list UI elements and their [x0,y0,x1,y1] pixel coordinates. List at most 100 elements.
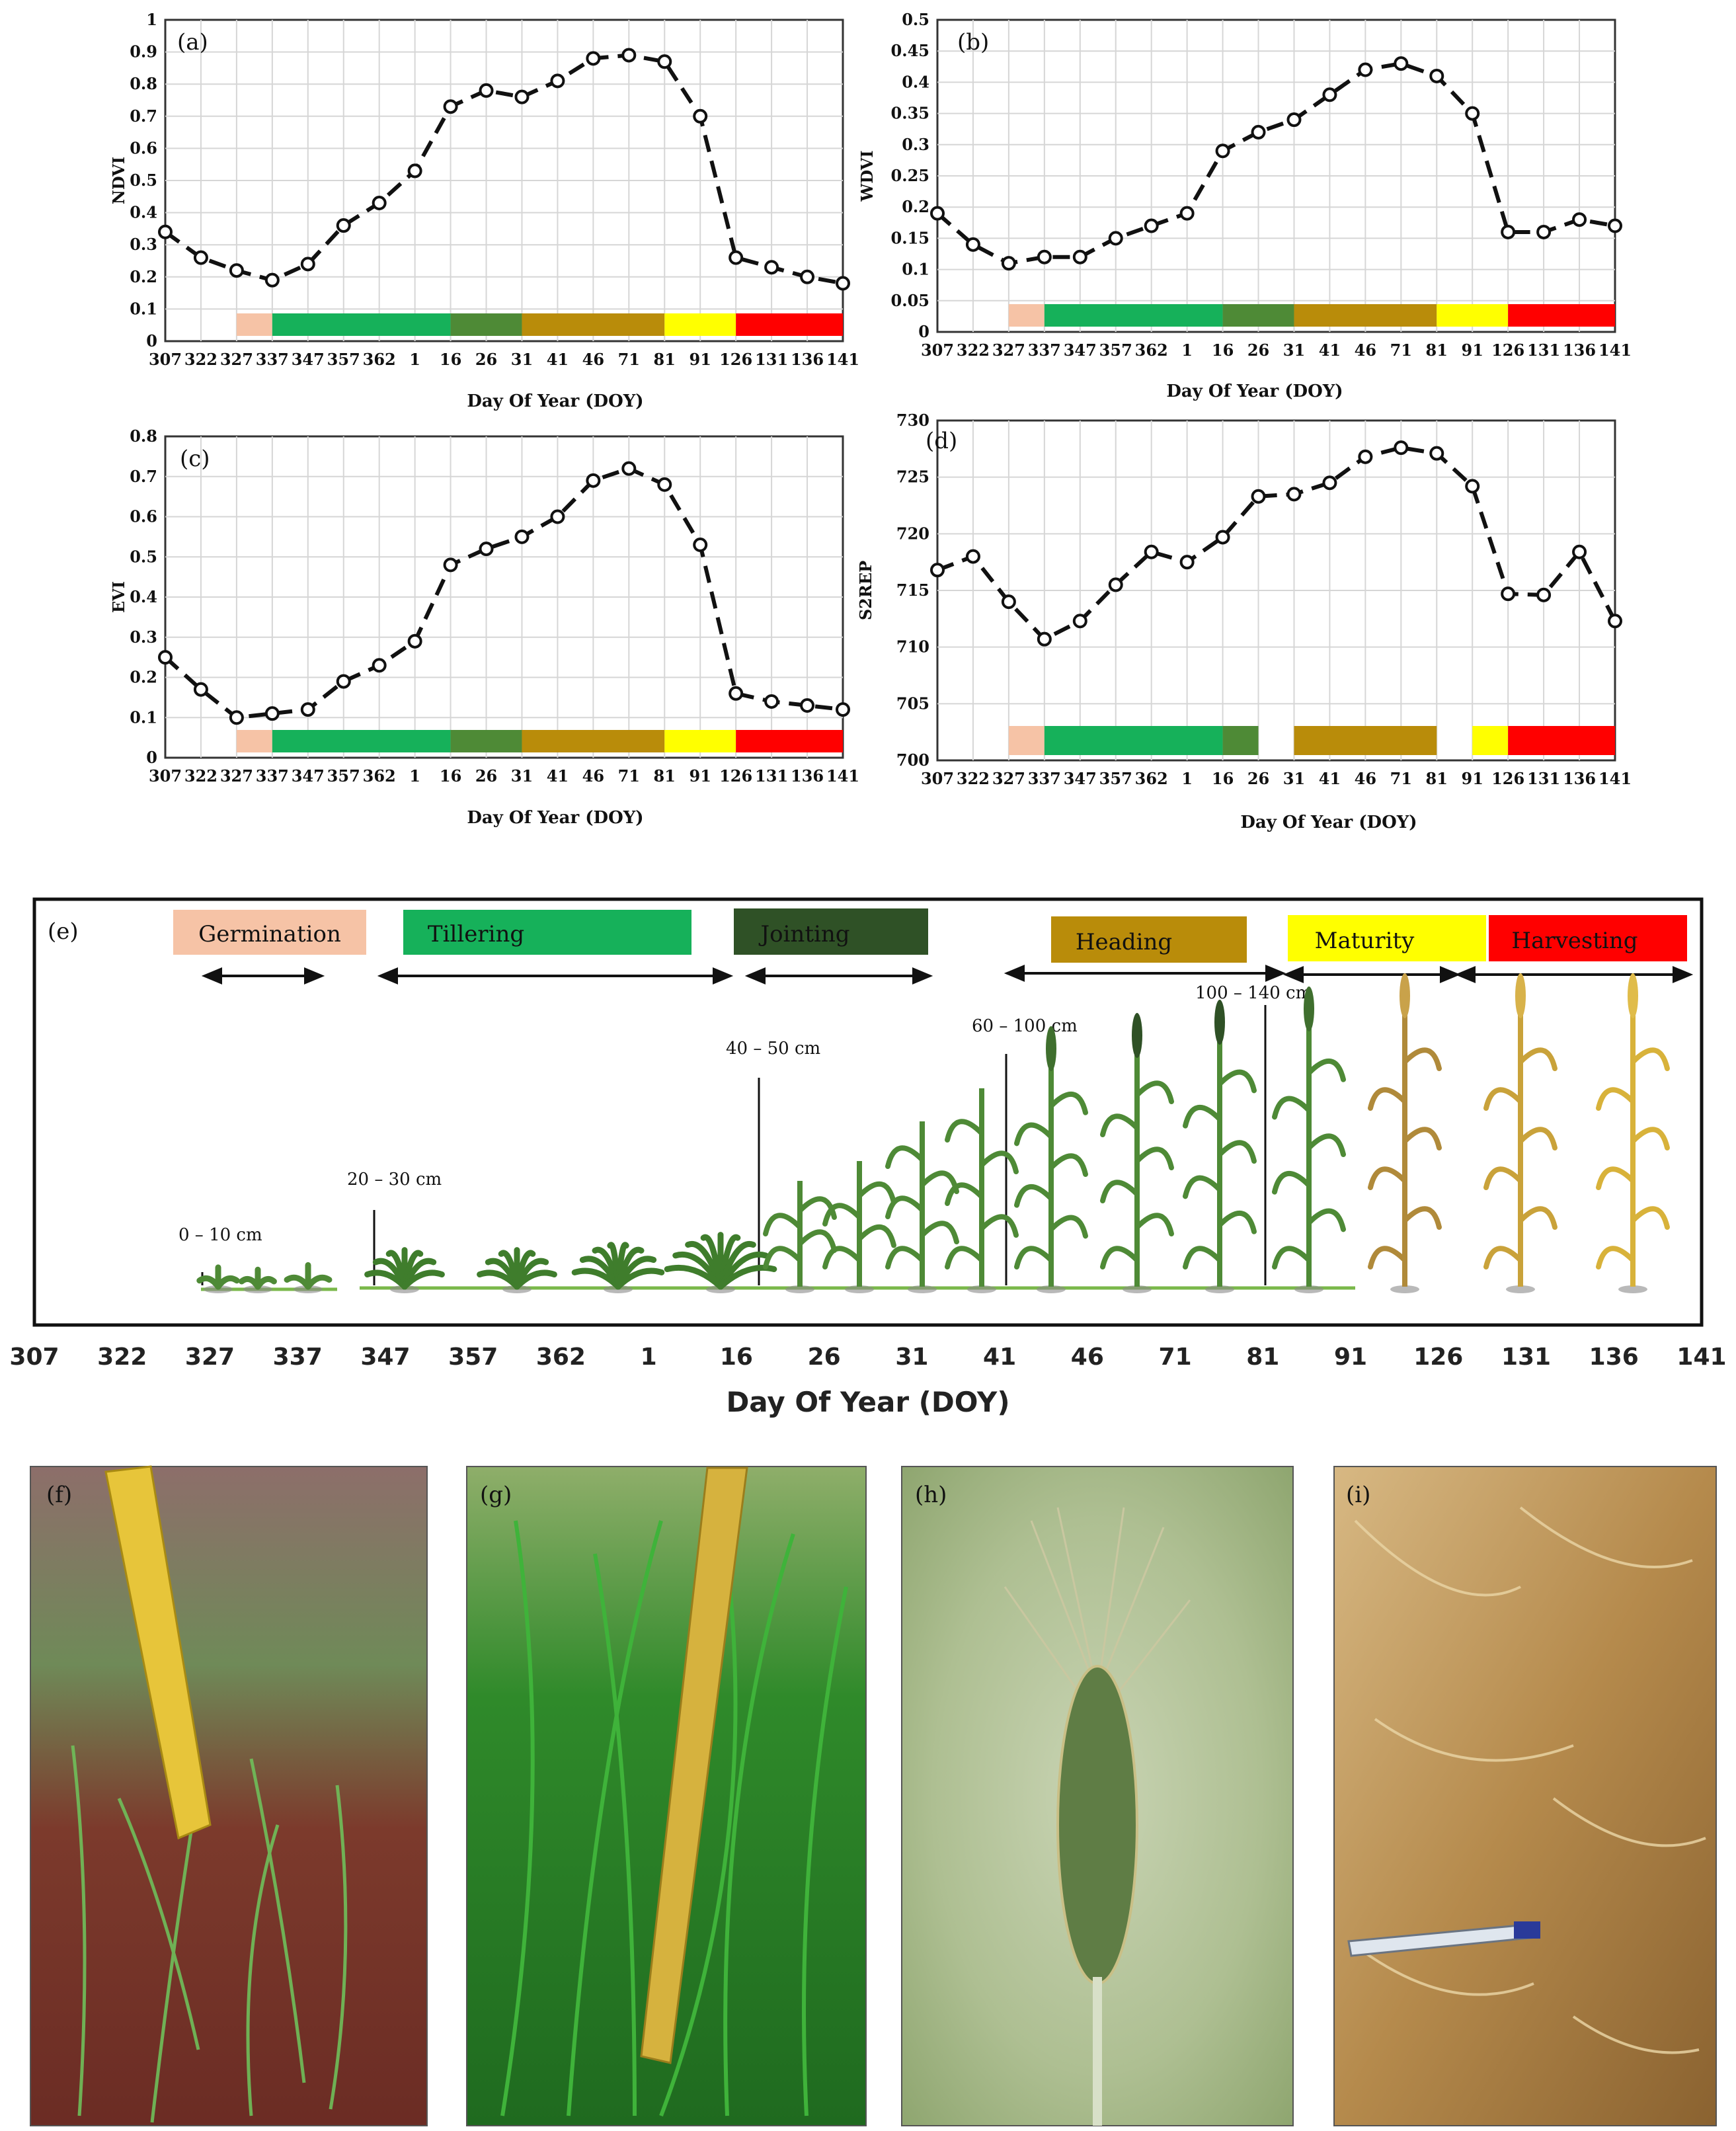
grid [937,20,1615,332]
data-point [800,698,815,713]
x-tick-label: 46 [582,350,604,369]
data-point [407,633,422,649]
y-tick-label: 0.7 [130,467,157,486]
doy-tick-label: 46 [1071,1344,1104,1371]
data-point [193,250,208,265]
height-markers [201,1005,1267,1285]
y-tick-label: 0 [146,748,157,767]
plant [1596,973,1670,1293]
x-tick-label: 71 [618,766,640,785]
stage-box-heading [1051,916,1247,963]
data-point [443,557,458,573]
data-point [550,509,565,524]
height-label-20-30: 20 – 30 cm [347,1170,442,1189]
stage-bars [1008,304,1615,327]
x-tick-label: 46 [1355,341,1376,360]
x-axis-label: Day Of Year (DOY) [1166,382,1343,401]
data-point [1501,224,1516,239]
data-point [1144,218,1159,233]
y-tick-label: 0.3 [902,135,929,154]
stage-bar-heading [522,730,665,752]
data-point [1108,577,1123,592]
ndvi-series-line [164,53,844,286]
plant [196,1264,240,1293]
plant [364,1247,445,1293]
y-tick-labels: 700 705 710 715 720 725 730 [896,411,929,770]
x-tick-label: 322 [184,766,217,785]
plant [1272,986,1346,1293]
y-axis-label: EVI [109,581,128,613]
stage-bars [236,313,843,336]
y-tick-labels: 0 0.1 0.2 0.3 0.4 0.5 0.6 0.7 0.8 [130,426,157,767]
x-tick-label: 126 [719,766,752,785]
stage-bar-harvesting [1508,304,1615,327]
data-point [965,237,980,252]
stage-bar-harvesting [736,730,843,752]
plant [1483,973,1558,1293]
x-tick-label: 126 [1491,341,1524,360]
x-tick-label: 141 [826,350,859,369]
grid [165,20,843,341]
y-tick-label: 0.1 [130,299,157,318]
x-tick-label: 16 [440,766,461,785]
x-tick-label: 136 [1563,769,1596,788]
stage-bar-tillering [1044,304,1223,327]
plant [239,1266,277,1293]
data-point [1358,62,1373,77]
diagram-frame [32,897,1704,1327]
stage-bar-germination [1008,304,1045,327]
x-tick-label: 141 [1598,341,1632,360]
growth-stage-diagram: (e) Germination Tillering Jointing Headi… [9,897,1727,1418]
x-tick-label: 141 [826,766,859,785]
doy-tick-label: 307 [9,1344,59,1371]
y-tick-label: 715 [896,581,929,600]
y-tick-label: 0.9 [130,42,157,61]
data-point [1286,487,1302,502]
doy-axis: 307 322 327 337 347 357 362 1 16 26 31 41 46 71 81 91 12… [9,1344,1726,1371]
x-tick-label: 81 [1426,341,1448,360]
x-tick-label: 71 [618,350,640,369]
y-tick-label: 0.4 [130,587,157,606]
x-tick-label: 31 [511,350,533,369]
data-point [229,710,244,725]
y-axis-label: WDVI [857,150,877,202]
data-point [693,538,708,553]
data-point [1429,68,1444,83]
panel-label-d: (d) [926,428,957,454]
stage-bar-tillering [272,730,451,752]
stage-bar-tillering [1044,726,1223,755]
x-tick-label: 327 [992,341,1025,360]
data-point [1072,249,1087,264]
chart-b-wdvi: 0 0.05 0.1 0.15 0.2 0.25 0.3 0.35 0.4 0.45 0.5 307… [857,10,1632,401]
y-tick-label: 730 [896,411,929,430]
x-tick-label: 81 [1426,769,1448,788]
data-point [836,702,850,717]
plant [1014,1026,1088,1293]
data-point [1501,586,1516,602]
photo-label-h: (h) [915,1482,947,1508]
data-point [1358,449,1373,464]
y-tick-label: 725 [896,467,929,487]
stage-box-tillering [403,910,691,955]
stage-bar-heading [522,313,665,336]
stage-bars [236,730,843,752]
x-tick-label: 136 [1563,341,1596,360]
doy-tick-label: 337 [273,1344,323,1371]
stage-bar-harvesting [736,313,843,336]
doy-tick-label: 126 [1413,1344,1463,1371]
x-tick-label: 307 [149,766,182,785]
x-tick-label: 357 [1099,341,1132,360]
data-point [1179,206,1195,221]
stage-bar-maturity [664,313,736,336]
x-tick-label: 327 [220,766,253,785]
y-tick-label: 0.6 [130,507,157,526]
y-tick-labels: 0 0.05 0.1 0.15 0.2 0.25 0.3 0.35 0.4 0.45 0.5 [891,10,929,341]
stage-bar-tillering [272,313,451,336]
data-point [264,706,280,721]
data-point [1286,112,1302,128]
y-tick-label: 0.35 [891,104,929,123]
data-point [800,269,815,284]
doy-tick-label: 1 [641,1344,657,1371]
data-point [764,694,779,709]
stage-label-germination: Germination [198,921,341,947]
